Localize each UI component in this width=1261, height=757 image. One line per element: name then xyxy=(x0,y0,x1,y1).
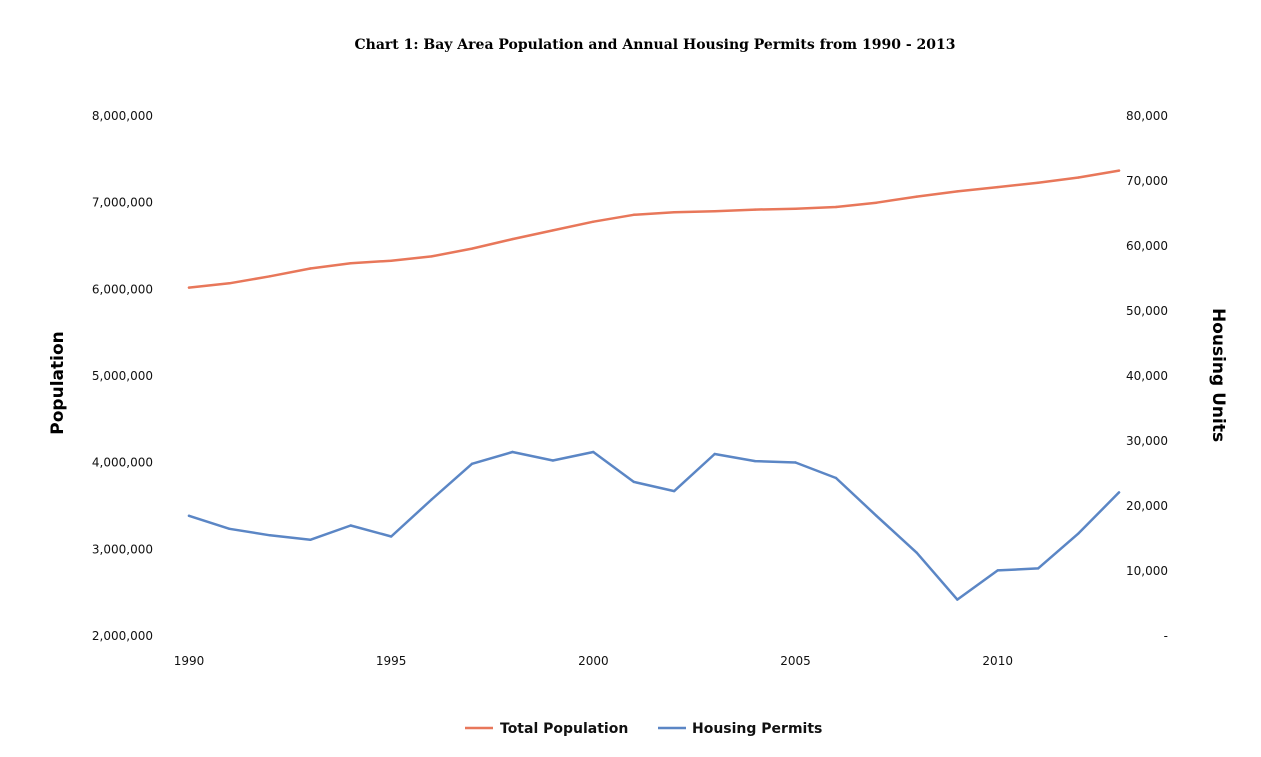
y-tick-label: 3,000,000 xyxy=(92,542,153,556)
x-tick-label: 1995 xyxy=(376,654,407,668)
data-point xyxy=(390,535,393,538)
y2-tick-label: 50,000 xyxy=(1126,304,1168,318)
data-point xyxy=(1077,176,1080,179)
data-point xyxy=(592,450,595,454)
data-point xyxy=(511,237,514,241)
data-point xyxy=(956,190,959,193)
data-point xyxy=(632,480,635,484)
y-tick-label: 2,000,000 xyxy=(92,629,153,643)
data-point xyxy=(834,476,838,480)
x-tick-label: 1990 xyxy=(174,654,205,668)
data-point xyxy=(228,527,231,530)
legend-label: Housing Permits xyxy=(692,721,822,737)
data-point xyxy=(268,534,272,537)
data-point xyxy=(551,459,555,462)
data-point xyxy=(511,450,514,454)
data-point xyxy=(794,461,797,464)
legend-label: Total Population xyxy=(500,721,628,737)
data-point xyxy=(349,524,352,527)
data-point xyxy=(996,569,999,572)
y2-tick-label: 30,000 xyxy=(1126,434,1168,448)
data-point xyxy=(673,489,676,493)
data-point xyxy=(673,211,676,214)
y2-tick-label: 20,000 xyxy=(1126,499,1168,513)
x-tick-label: 2000 xyxy=(578,654,609,668)
data-point xyxy=(753,208,757,211)
y-tick-label: 4,000,000 xyxy=(92,456,153,470)
left-axis-ticks: 2,000,000 3,000,000 4,000,000 5,000,000 6,00… xyxy=(92,109,153,643)
data-point xyxy=(349,262,352,265)
y2-axis-title: Housing Units xyxy=(1208,308,1228,442)
x-tick-label: 2010 xyxy=(982,654,1013,668)
data-point xyxy=(1036,567,1040,570)
data-point xyxy=(996,185,999,189)
y-tick-label: 7,000,000 xyxy=(92,196,153,210)
data-point xyxy=(1077,532,1080,535)
legend: Total Population Housing Permits xyxy=(465,721,822,737)
data-point xyxy=(915,195,918,198)
y2-tick-label: 60,000 xyxy=(1126,239,1168,253)
data-point xyxy=(309,538,312,541)
data-point xyxy=(713,210,716,213)
y2-tick-label: 40,000 xyxy=(1126,369,1168,383)
y2-tick-label: - xyxy=(1164,629,1168,643)
chart-title: Chart 1: Bay Area Population and Annual … xyxy=(355,37,956,53)
y-tick-label: 8,000,000 xyxy=(92,109,153,123)
data-point xyxy=(956,598,959,601)
data-point xyxy=(834,205,838,209)
data-point xyxy=(1117,169,1121,172)
data-point xyxy=(592,220,595,223)
data-point xyxy=(875,514,878,517)
data-point xyxy=(794,207,797,210)
data-point xyxy=(632,213,635,216)
data-point xyxy=(390,259,393,262)
data-point xyxy=(470,462,474,465)
series-layer xyxy=(187,169,1121,601)
data-point xyxy=(915,551,918,554)
data-point xyxy=(753,459,757,463)
series-line-total-population xyxy=(187,169,1121,289)
y-tick-label: 6,000,000 xyxy=(92,282,153,296)
data-point xyxy=(1117,491,1121,494)
y-tick-label: 5,000,000 xyxy=(92,369,153,383)
series-line-housing-permits xyxy=(187,450,1121,601)
data-point xyxy=(551,229,555,232)
data-point xyxy=(430,255,433,258)
y2-tick-label: 70,000 xyxy=(1126,174,1168,188)
right-axis-ticks: - 10,000 20,000 30,000 40,000 50,000 60,000 70,… xyxy=(1126,109,1168,643)
y2-tick-label: 10,000 xyxy=(1126,564,1168,578)
data-point xyxy=(187,514,191,517)
x-axis-ticks: 1990 1995 2000 2005 2010 xyxy=(174,654,1013,668)
data-point xyxy=(187,286,191,289)
data-point xyxy=(713,452,716,456)
data-point xyxy=(228,282,231,285)
data-point xyxy=(309,267,312,270)
data-point xyxy=(430,498,433,501)
data-point xyxy=(875,201,878,204)
y2-tick-label: 80,000 xyxy=(1126,109,1168,123)
y-axis-title: Population xyxy=(48,331,68,434)
data-point xyxy=(470,247,474,250)
data-point xyxy=(268,275,272,278)
data-point xyxy=(1036,181,1040,184)
x-tick-label: 2005 xyxy=(780,654,811,668)
